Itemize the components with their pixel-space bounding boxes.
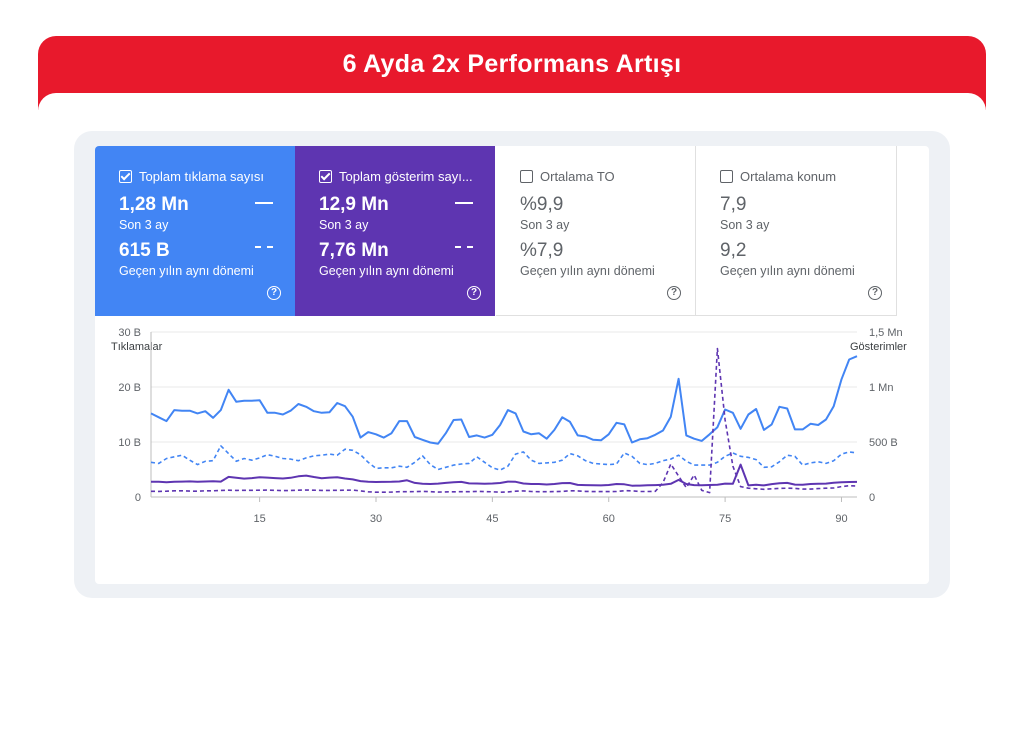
checkbox-unchecked-icon[interactable]	[720, 170, 733, 183]
card-current-value: 12,9 Mn	[319, 194, 389, 215]
card-label: Ortalama TO	[540, 169, 615, 184]
clicks-solid-series-line[interactable]	[150, 355, 858, 445]
solid-line-legend-icon	[455, 202, 473, 204]
card-previous-period: Geçen yılın aynı dönemi	[520, 264, 655, 278]
card-header: Toplam tıklama sayısı	[119, 169, 264, 184]
left-tick-label: 30 B	[118, 327, 141, 339]
left-tick-label: 20 B	[118, 382, 141, 394]
card-current-period: Son 3 ay	[720, 218, 770, 232]
card-current-value: 7,9	[720, 194, 747, 215]
card-current-period: Son 3 ay	[319, 218, 369, 232]
card-average-ctr[interactable]: Ortalama TO %9,9 Son 3 ay %7,9 Geçen yıl…	[496, 146, 696, 316]
card-label: Toplam gösterim sayı...	[339, 169, 473, 184]
right-tick-label: 1 Mn	[869, 382, 893, 394]
card-previous-value: 615 B	[119, 240, 170, 261]
right-tick-label: 0	[869, 492, 875, 504]
right-tick-label: 500 B	[869, 437, 898, 449]
performance-chart[interactable]: 0 10 B 20 B 30 B 0 500 B 1 Mn 1,5 Mn 15 30 45 60 75 9…	[95, 324, 929, 584]
card-previous-period: Geçen yılın aynı dönemi	[720, 264, 855, 278]
x-tick-label: 30	[370, 513, 382, 525]
card-label: Ortalama konum	[740, 169, 837, 184]
checkbox-checked-icon[interactable]	[319, 170, 332, 183]
card-average-position[interactable]: Ortalama konum 7,9 Son 3 ay 9,2 Geçen yı…	[696, 146, 897, 316]
impressions-solid-series-line[interactable]	[151, 463, 858, 487]
left-tick-label: 0	[135, 492, 141, 504]
card-current-period: Son 3 ay	[119, 218, 169, 232]
card-total-impressions[interactable]: Toplam gösterim sayı... 12,9 Mn Son 3 ay…	[295, 146, 495, 316]
dashed-line-legend-icon	[455, 246, 473, 248]
impressions-dashed-series-line[interactable]	[150, 347, 858, 494]
card-total-clicks[interactable]: Toplam tıklama sayısı 1,28 Mn Son 3 ay 6…	[95, 146, 295, 316]
card-current-value: 1,28 Mn	[119, 194, 189, 215]
dashed-line-legend-icon	[255, 246, 273, 248]
help-icon[interactable]: ?	[267, 286, 281, 300]
checkbox-checked-icon[interactable]	[119, 170, 132, 183]
card-header: Toplam gösterim sayı...	[319, 169, 473, 184]
right-axis-title: Gösterimler	[850, 341, 907, 353]
card-previous-value: %7,9	[520, 240, 564, 261]
card-previous-period: Geçen yılın aynı dönemi	[119, 264, 254, 278]
clicks-dashed-series-line[interactable]	[150, 445, 858, 471]
card-header: Ortalama TO	[520, 169, 615, 184]
help-icon[interactable]: ?	[868, 286, 882, 300]
help-icon[interactable]: ?	[667, 286, 681, 300]
checkbox-unchecked-icon[interactable]	[520, 170, 533, 183]
search-console-panel: Toplam tıklama sayısı 1,28 Mn Son 3 ay 6…	[95, 146, 929, 584]
card-previous-value: 9,2	[720, 240, 747, 261]
x-tick-label: 75	[719, 513, 731, 525]
x-tick-label: 60	[603, 513, 615, 525]
card-previous-period: Geçen yılın aynı dönemi	[319, 264, 454, 278]
help-icon[interactable]: ?	[467, 286, 481, 300]
x-tick-label: 45	[486, 513, 498, 525]
card-current-period: Son 3 ay	[520, 218, 570, 232]
x-tick-label: 15	[253, 513, 265, 525]
banner-title: 6 Ayda 2x Performans Artışı	[342, 50, 682, 78]
card-current-value: %9,9	[520, 194, 564, 215]
left-axis-title: Tıklamalar	[111, 341, 163, 353]
solid-line-legend-icon	[255, 202, 273, 204]
card-previous-value: 7,76 Mn	[319, 240, 389, 261]
right-tick-label: 1,5 Mn	[869, 327, 903, 339]
card-header: Ortalama konum	[720, 169, 836, 184]
banner-inner	[38, 93, 986, 133]
card-label: Toplam tıklama sayısı	[139, 169, 264, 184]
x-tick-label: 90	[835, 513, 847, 525]
left-tick-label: 10 B	[118, 437, 141, 449]
